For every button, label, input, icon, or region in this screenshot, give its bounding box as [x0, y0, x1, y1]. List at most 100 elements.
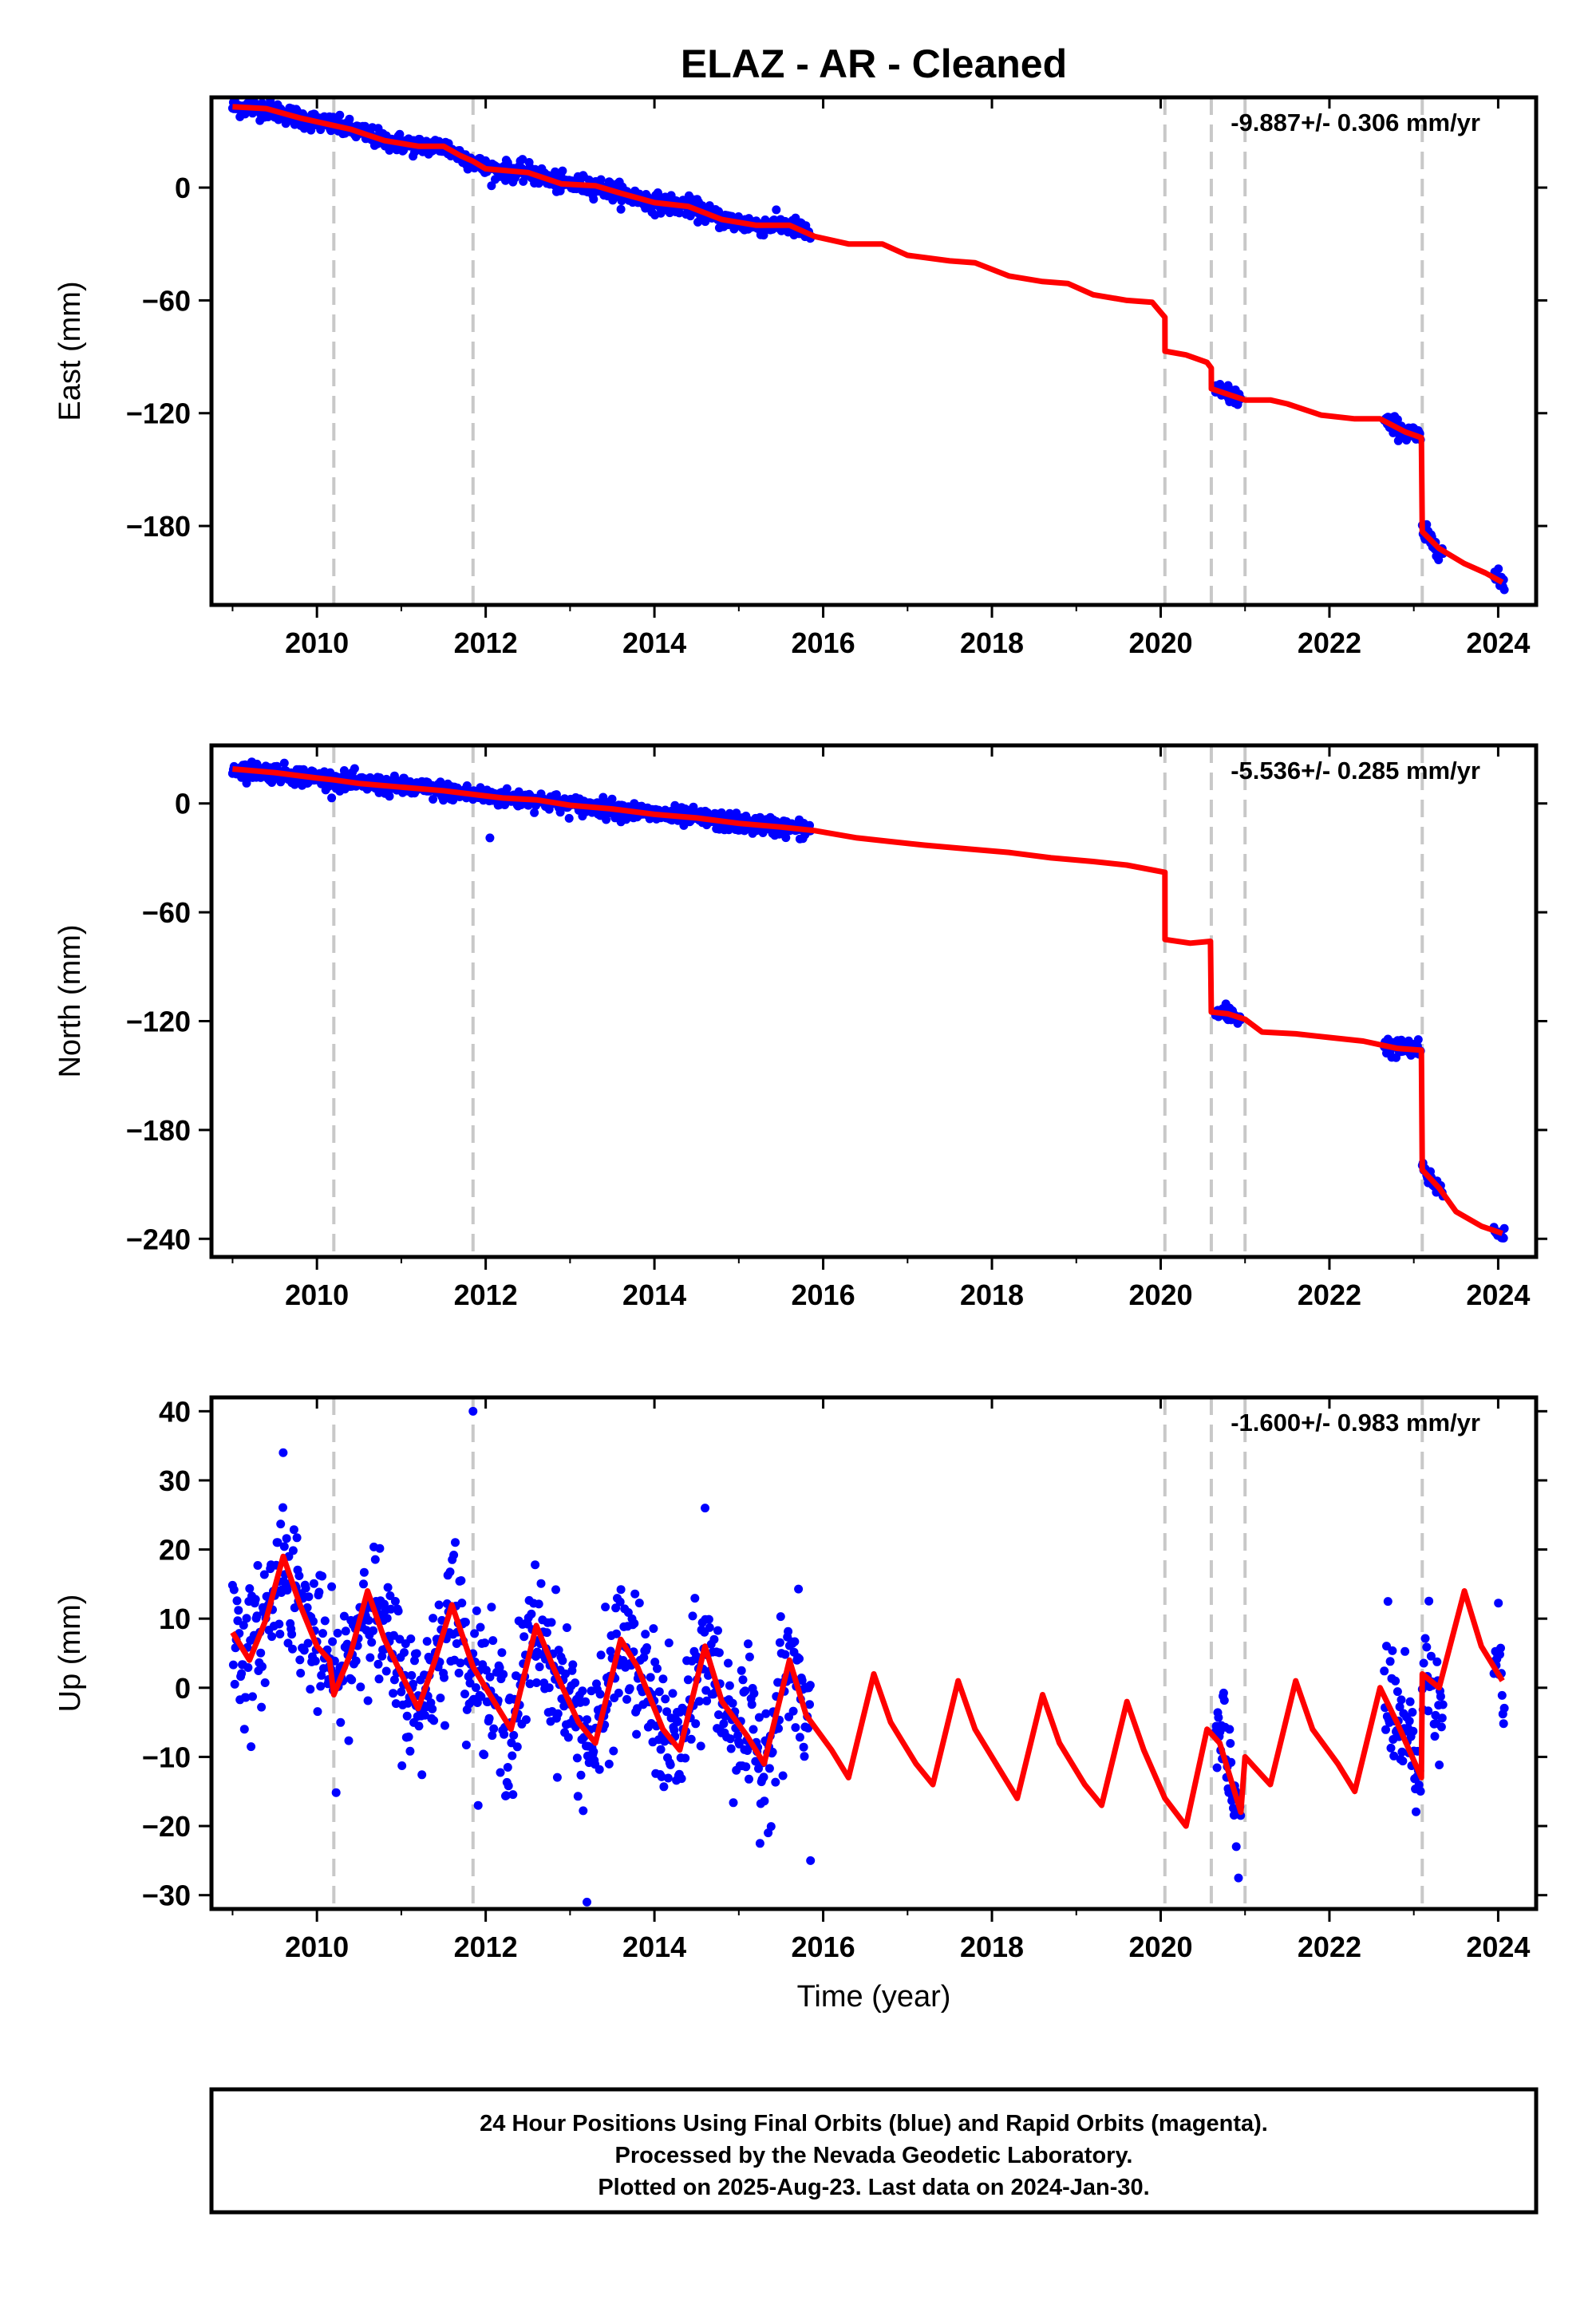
data-point	[694, 1697, 704, 1706]
data-point	[794, 1584, 804, 1594]
data-point	[256, 1648, 266, 1658]
data-point	[1422, 1642, 1432, 1652]
data-point	[1412, 1807, 1420, 1816]
frame-east	[209, 95, 1539, 607]
data-point	[258, 1662, 267, 1671]
data-point	[632, 1729, 642, 1739]
data-point	[429, 795, 438, 804]
data-point	[363, 1696, 373, 1705]
data-point	[295, 1655, 305, 1665]
y-tick-label: −60	[142, 284, 191, 317]
data-point	[320, 1616, 330, 1626]
y-tick-label: −60	[142, 896, 191, 929]
data-point	[755, 1839, 764, 1848]
y-axis-label-up: Up (mm)	[53, 1595, 87, 1713]
y-axis-label-east: East (mm)	[53, 281, 87, 421]
data-point	[242, 1614, 251, 1623]
data-point	[480, 1638, 489, 1648]
data-point	[797, 1676, 807, 1686]
data-point-outlier	[583, 1897, 592, 1907]
data-point	[299, 1646, 309, 1655]
data-point	[751, 1757, 760, 1766]
data-point	[596, 1650, 606, 1660]
data-point	[508, 1790, 518, 1800]
data-point	[701, 217, 710, 227]
data-point	[393, 1607, 403, 1616]
x-tick-label: 2016	[792, 1279, 855, 1311]
y-tick-label: 0	[175, 788, 191, 820]
data-point	[476, 1692, 486, 1701]
data-point	[595, 1765, 604, 1774]
data-point	[489, 1724, 499, 1733]
data-point	[473, 1800, 483, 1810]
data-point	[406, 1634, 416, 1643]
data-point	[738, 1675, 748, 1685]
data-point	[596, 175, 606, 184]
data-point	[639, 1653, 649, 1662]
data-point	[749, 1689, 759, 1698]
data-point	[390, 1597, 400, 1606]
data-point	[725, 1734, 735, 1744]
data-point	[726, 1744, 736, 1753]
data-point	[568, 1660, 578, 1670]
data-point	[654, 1687, 664, 1697]
data-point	[1424, 1596, 1434, 1606]
data-point	[729, 1798, 738, 1808]
data-point	[276, 1520, 286, 1529]
data-point	[230, 1679, 239, 1689]
data-point	[564, 813, 574, 823]
data-point	[664, 1638, 674, 1648]
data-point	[1400, 1646, 1410, 1656]
rate-label-up: -1.600+/- 0.983 mm/yr	[1231, 1409, 1480, 1437]
data-point	[234, 1606, 243, 1615]
data-points-east	[227, 96, 1509, 595]
x-tick-label: 2022	[1298, 1931, 1361, 1963]
y-tick-label: −240	[126, 1223, 191, 1255]
y-tick-label: −180	[126, 510, 191, 543]
data-point	[799, 1742, 808, 1752]
data-point	[344, 1736, 354, 1745]
data-point	[389, 1675, 399, 1685]
data-point	[578, 1686, 587, 1696]
data-point	[485, 1672, 495, 1682]
data-point	[704, 1614, 713, 1624]
data-point	[339, 1611, 349, 1621]
data-point	[728, 1698, 737, 1708]
data-point	[677, 1774, 686, 1784]
data-point	[381, 1666, 391, 1676]
data-point	[737, 1666, 746, 1675]
data-point	[318, 1571, 327, 1581]
data-point	[282, 1534, 291, 1543]
data-point	[1430, 1732, 1440, 1741]
data-point	[481, 1666, 491, 1675]
data-point	[741, 1686, 750, 1696]
y-tick-label: 0	[175, 172, 191, 204]
data-point	[279, 1542, 289, 1551]
data-point	[788, 1706, 798, 1716]
data-point	[449, 1551, 459, 1559]
data-point	[488, 1731, 497, 1741]
data-point	[1497, 1690, 1507, 1700]
data-point	[519, 1632, 529, 1642]
data-point	[288, 1546, 298, 1555]
data-point	[741, 1762, 751, 1772]
rate-label-east: -9.887+/- 0.306 mm/yr	[1231, 109, 1480, 136]
data-point	[287, 1630, 297, 1639]
data-point	[428, 1704, 437, 1713]
panels: 2010 2012 2014 2016 2018 2020 2022 20240−60−120…	[53, 95, 1547, 1963]
data-point	[1420, 1634, 1430, 1643]
data-point	[405, 1746, 415, 1756]
data-point	[766, 1822, 776, 1832]
data-point	[547, 1618, 556, 1627]
data-point	[1419, 1658, 1428, 1668]
data-point	[471, 1683, 480, 1693]
data-point	[476, 1622, 485, 1632]
footer-frame	[209, 2087, 1539, 2215]
data-point	[445, 1567, 455, 1577]
data-point	[521, 1715, 531, 1725]
data-point	[503, 1763, 512, 1772]
data-point	[641, 1630, 650, 1639]
data-point	[395, 129, 405, 139]
data-point	[774, 1724, 783, 1733]
